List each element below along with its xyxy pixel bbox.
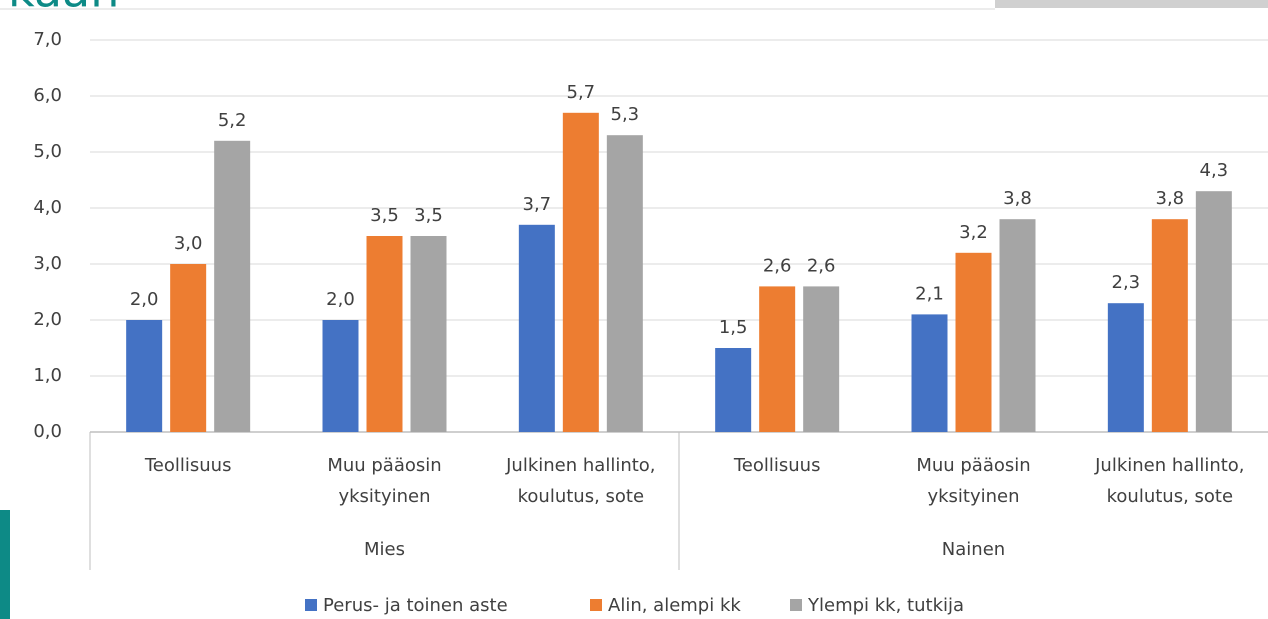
value-label: 3,8 <box>1003 188 1032 209</box>
bar <box>715 348 752 432</box>
value-label: 2,1 <box>915 283 944 304</box>
x-tick-label: Muu pääosin <box>327 455 441 476</box>
x-tick-label: yksityinen <box>927 486 1019 507</box>
legend-swatch <box>790 599 802 611</box>
bar <box>366 236 403 432</box>
x-tick-label: Teollisuus <box>144 455 232 476</box>
value-label: 5,7 <box>567 82 596 103</box>
x-tick-label: Julkinen hallinto, <box>505 455 655 476</box>
bar <box>759 286 796 432</box>
x-tick-label: Julkinen hallinto, <box>1094 455 1244 476</box>
bar <box>322 320 359 432</box>
bar <box>1195 191 1232 432</box>
value-label: 3,2 <box>959 222 988 243</box>
decor-bar <box>0 510 10 619</box>
legend-swatch <box>590 599 602 611</box>
bar <box>214 140 251 433</box>
group-label: Nainen <box>942 539 1005 560</box>
value-label: 2,3 <box>1112 272 1141 293</box>
value-label: 3,0 <box>174 233 203 254</box>
value-label: 2,0 <box>326 289 355 310</box>
bar <box>1151 219 1188 432</box>
bar <box>803 286 840 432</box>
value-label: 1,5 <box>719 317 748 338</box>
x-tick-label: koulutus, sote <box>1107 486 1233 507</box>
value-label: 3,5 <box>370 205 399 226</box>
x-tick-label: Teollisuus <box>733 455 821 476</box>
value-label: 2,0 <box>130 289 159 310</box>
value-label: 5,3 <box>611 104 640 125</box>
bar <box>1107 303 1144 432</box>
y-tick-label: 4,0 <box>33 197 62 218</box>
bar <box>126 320 163 432</box>
group-label: Mies <box>364 539 405 560</box>
bar <box>911 314 948 432</box>
bar <box>562 112 599 433</box>
bar <box>410 236 447 432</box>
legend-swatch <box>305 599 317 611</box>
bar <box>518 224 555 432</box>
decor-bar <box>995 0 1268 8</box>
x-tick-label: yksityinen <box>338 486 430 507</box>
value-label: 3,8 <box>1156 188 1185 209</box>
value-label: 4,3 <box>1200 160 1229 181</box>
y-tick-label: 3,0 <box>33 253 62 274</box>
value-label: 3,5 <box>414 205 443 226</box>
y-tick-label: 6,0 <box>33 85 62 106</box>
x-tick-label: koulutus, sote <box>518 486 644 507</box>
y-tick-label: 5,0 <box>33 141 62 162</box>
y-tick-label: 0,0 <box>33 421 62 442</box>
legend-label: Ylempi kk, tutkija <box>807 595 964 616</box>
y-tick-label: 1,0 <box>33 365 62 386</box>
y-tick-label: 7,0 <box>33 29 62 50</box>
x-tick-label: Muu pääosin <box>916 455 1030 476</box>
y-tick-label: 2,0 <box>33 309 62 330</box>
value-label: 5,2 <box>218 110 247 131</box>
bar <box>606 135 643 432</box>
value-label: 2,6 <box>763 255 792 276</box>
bar <box>955 252 992 432</box>
legend-label: Alin, alempi kk <box>608 595 741 616</box>
bar <box>170 264 207 432</box>
legend-label: Perus- ja toinen aste <box>323 595 508 616</box>
value-label: 3,7 <box>523 194 552 215</box>
bar <box>999 219 1036 432</box>
value-label: 2,6 <box>807 255 836 276</box>
